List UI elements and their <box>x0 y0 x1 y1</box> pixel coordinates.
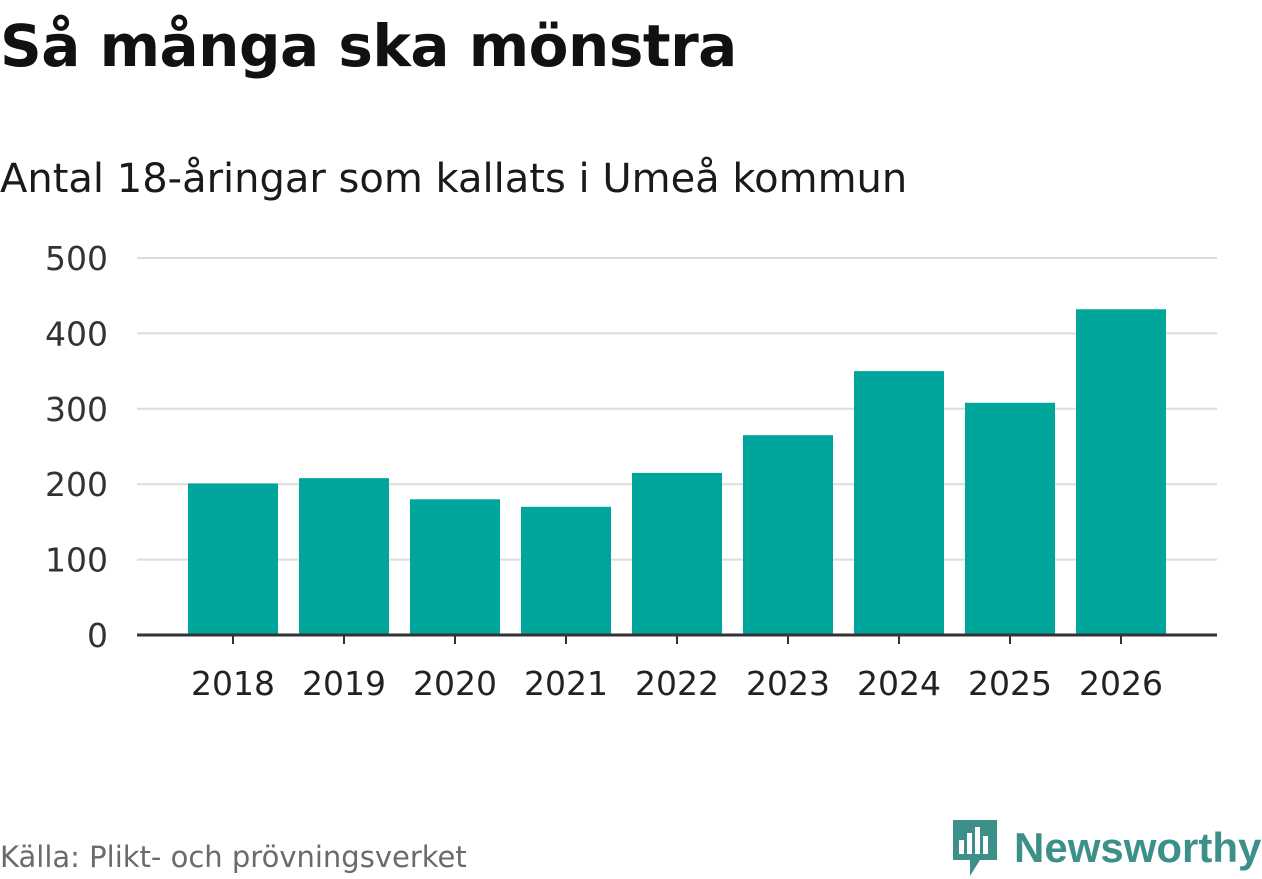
chart-title: Så många ska mönstra <box>0 12 737 80</box>
bar <box>965 402 1055 635</box>
y-tick-label: 500 <box>45 239 108 278</box>
brand-logo: Newsworthy <box>950 818 1261 878</box>
x-tick-label: 2023 <box>746 664 830 703</box>
bar <box>299 478 389 635</box>
bar <box>632 472 722 635</box>
bar <box>854 371 944 635</box>
y-tick-label: 300 <box>45 390 108 429</box>
bar <box>1076 309 1166 635</box>
newsworthy-logo-icon <box>953 820 997 876</box>
x-tick-label: 2026 <box>1079 664 1163 703</box>
x-tick-label: 2020 <box>413 664 497 703</box>
y-tick-label: 200 <box>45 465 108 504</box>
bar <box>188 483 278 635</box>
bar <box>410 499 500 635</box>
x-tick-label: 2022 <box>635 664 719 703</box>
x-tick-label: 2024 <box>857 664 941 703</box>
x-tick-label: 2025 <box>968 664 1052 703</box>
y-tick-label: 0 <box>87 616 108 655</box>
bar <box>521 506 611 635</box>
source-note: Källa: Plikt- och prövningsverket <box>0 840 467 874</box>
x-tick-label: 2021 <box>524 664 608 703</box>
y-tick-label: 100 <box>45 541 108 580</box>
x-tick-label: 2019 <box>302 664 386 703</box>
x-tick-label: 2018 <box>191 664 275 703</box>
chart-subtitle: Antal 18-åringar som kallats i Umeå komm… <box>0 156 908 202</box>
brand-name: Newsworthy <box>1014 824 1262 871</box>
y-tick-label: 400 <box>45 314 108 353</box>
bar <box>743 435 833 635</box>
